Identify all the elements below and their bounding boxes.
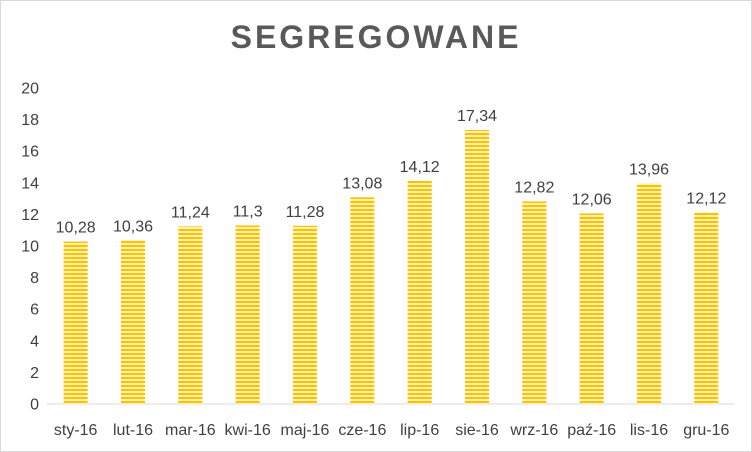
bar <box>694 212 719 404</box>
x-tick-label: maj-16 <box>281 422 330 439</box>
y-tick-label: 8 <box>30 270 39 287</box>
x-tick-label: sie-16 <box>455 422 499 439</box>
data-label: 10,28 <box>56 220 96 237</box>
bar <box>235 225 260 404</box>
bar <box>178 226 203 404</box>
x-tick-label: lip-16 <box>400 422 439 439</box>
bar <box>522 201 547 404</box>
data-label: 12,12 <box>686 191 726 208</box>
y-tick-label: 18 <box>21 112 39 129</box>
x-tick-label: gru-16 <box>683 422 729 439</box>
x-tick-label: paź-16 <box>567 422 616 439</box>
bar <box>120 240 146 404</box>
data-label: 11,24 <box>171 204 210 221</box>
data-label: 11,3 <box>233 203 263 220</box>
data-label: 17,34 <box>457 108 497 125</box>
x-tick-label: sty-16 <box>54 422 98 439</box>
y-axis: 0 2 4 6 8 10 12 14 16 18 20 <box>21 81 735 414</box>
data-label: 12,82 <box>514 179 554 196</box>
bars <box>63 130 719 404</box>
bar <box>579 213 604 404</box>
x-tick-label: mar-16 <box>165 422 216 439</box>
bar <box>407 180 432 404</box>
data-label: 10,36 <box>113 218 153 235</box>
x-tick-label: kwi-16 <box>225 422 271 439</box>
y-tick-label: 16 <box>21 144 39 161</box>
y-tick-label: 0 <box>30 397 39 414</box>
data-labels: 10,28 10,36 11,24 11,3 11,28 13,08 14,12 17,34 1… <box>56 108 727 237</box>
data-label: 11,28 <box>286 204 325 221</box>
data-label: 13,08 <box>342 175 382 192</box>
y-tick-label: 14 <box>21 175 39 192</box>
bar <box>292 225 318 404</box>
bar <box>464 130 490 404</box>
bar <box>636 183 662 404</box>
y-tick-label: 12 <box>21 207 39 224</box>
data-label: 14,12 <box>400 159 440 176</box>
x-tick-label: lis-16 <box>630 422 668 439</box>
y-tick-label: 4 <box>30 333 39 350</box>
y-tick-label: 20 <box>21 81 39 98</box>
bar <box>350 197 375 404</box>
data-label: 13,96 <box>629 161 669 178</box>
x-tick-label: lut-16 <box>113 422 153 439</box>
chart-title: SEGREGOWANE <box>230 19 522 55</box>
x-axis: sty-16 lut-16 mar-16 kwi-16 maj-16 cze-16 lip-… <box>54 422 730 439</box>
y-tick-label: 2 <box>30 365 39 382</box>
bar <box>63 241 88 404</box>
y-tick-label: 10 <box>21 239 39 256</box>
y-tick-label: 6 <box>30 302 39 319</box>
x-tick-label: cze-16 <box>338 422 386 439</box>
x-tick-label: wrz-16 <box>509 422 558 439</box>
data-label: 12,06 <box>572 191 612 208</box>
